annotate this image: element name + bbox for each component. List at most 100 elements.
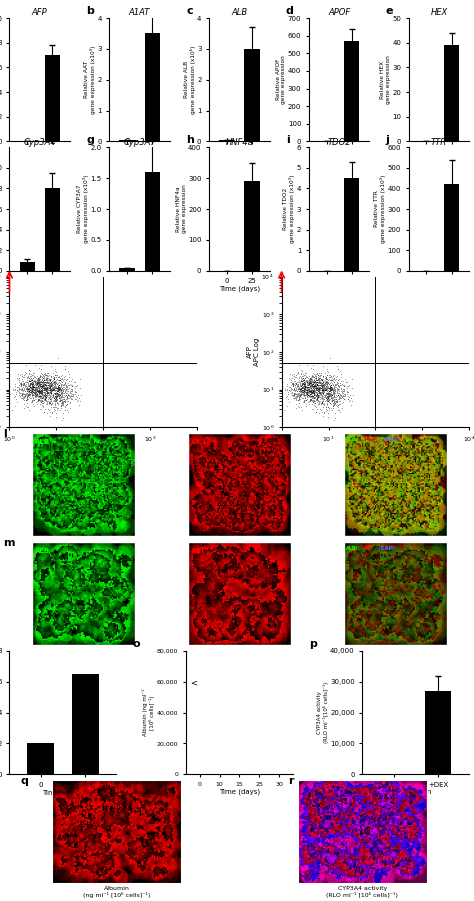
Point [311,396,319,410]
Point [26,378,34,392]
Point [44,378,52,392]
Point [27,384,35,398]
Point [302,387,310,401]
Point [22,387,30,402]
Point [290,386,297,400]
Point [26,383,34,397]
Point [60,391,67,405]
Point [48,388,56,403]
Point [23,371,31,386]
Point [278,383,285,397]
Point [305,376,313,390]
Point [36,369,44,383]
Point [323,372,330,387]
Point [34,373,42,387]
Point [348,380,356,395]
Point [34,384,41,398]
Point [311,396,319,410]
Point [300,373,308,387]
Point [332,395,339,409]
Point [309,391,317,405]
Point [330,371,338,386]
Point [46,386,54,400]
Point [50,380,58,395]
Point [317,366,324,380]
Point [44,388,51,403]
Point [25,381,32,396]
Point [317,397,325,412]
Point [25,382,33,396]
Point [35,378,42,393]
Point [322,379,329,394]
Point [45,383,53,397]
Point [31,384,39,398]
Point [62,381,69,396]
Point [57,372,64,387]
Point [33,382,40,396]
Point [27,385,35,399]
Point [303,386,310,400]
Point [42,381,49,396]
Point [307,387,314,402]
Point [46,390,54,405]
Point [59,394,66,408]
Point [56,391,64,405]
Point [301,385,309,399]
Point [320,405,328,420]
Point [26,383,34,397]
Point [309,378,317,393]
Point [291,376,299,390]
Point [72,388,80,403]
Point [43,381,50,396]
Point [17,389,24,404]
Point [63,394,71,408]
Point [50,381,57,396]
Point [37,388,45,403]
Point [49,369,57,384]
Point [34,394,41,408]
Point [323,391,330,405]
Point [36,388,44,403]
Point [297,381,304,396]
Point [303,381,311,396]
Point [300,381,307,396]
Point [31,383,39,397]
Point [319,381,326,396]
Point [32,377,39,391]
Text: j: j [386,135,390,145]
Point [316,380,323,395]
Point [331,378,339,393]
Point [313,378,320,392]
Point [38,377,46,391]
Point [311,385,319,399]
Point [44,378,52,393]
Point [33,376,41,390]
Point [33,388,40,403]
Point [43,385,51,399]
Point [62,393,69,407]
Point [318,390,326,405]
Point [312,378,319,393]
Point [309,385,316,399]
Point [328,388,336,403]
Point [46,381,54,396]
Point [296,381,304,396]
Point [23,384,30,398]
Point [337,376,344,390]
Point [53,377,61,391]
Point [302,366,310,380]
Point [40,383,47,397]
Point [25,400,32,414]
Point [10,390,18,405]
Point [28,372,36,387]
Point [327,389,335,404]
Text: ALB: ALB [36,548,50,554]
Point [287,383,295,397]
Point [297,370,304,385]
Text: c: c [186,5,193,15]
Point [36,373,44,387]
Point [329,401,337,415]
Point [47,391,55,405]
Point [59,378,67,393]
Point [66,401,74,415]
